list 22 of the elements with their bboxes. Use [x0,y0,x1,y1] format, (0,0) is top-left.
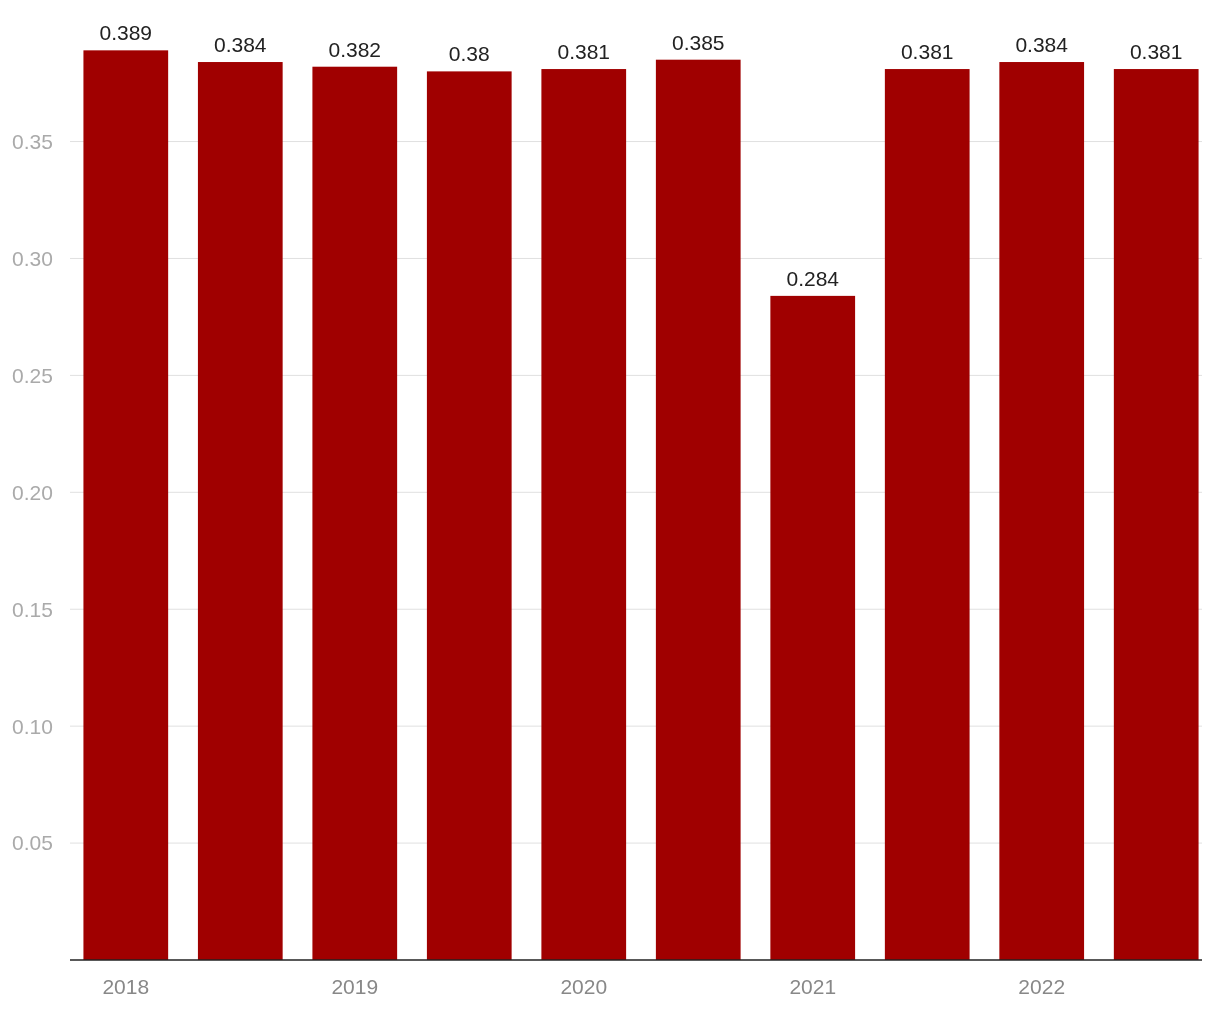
x-tick-label: 2021 [789,975,837,998]
y-tick-label: 0.15 [12,597,53,621]
data-label: 0.381 [557,40,611,64]
data-label: 0.381 [900,40,954,64]
x-tick-label: 2022 [1018,975,1066,998]
x-tick-label: 2019 [331,975,379,998]
y-tick-label: 0.25 [12,363,53,387]
data-label: 0.385 [671,30,725,54]
data-label: 0.389 [99,21,153,45]
x-tick-label: 2020 [560,975,608,998]
data-label: 0.38 [448,42,490,66]
data-label: 0.381 [1129,40,1183,64]
data-label: 0.384 [1015,33,1069,57]
y-tick-label: 0.35 [12,129,53,153]
y-tick-label: 0.20 [12,480,53,504]
x-tick-label: 2018 [102,975,150,998]
y-tick-label: 0.05 [12,831,53,855]
data-label: 0.284 [786,266,840,290]
y-tick-label: 0.30 [12,246,53,270]
data-label: 0.384 [214,33,267,57]
data-label: 0.382 [328,37,382,61]
y-tick-label: 0.10 [12,714,53,738]
